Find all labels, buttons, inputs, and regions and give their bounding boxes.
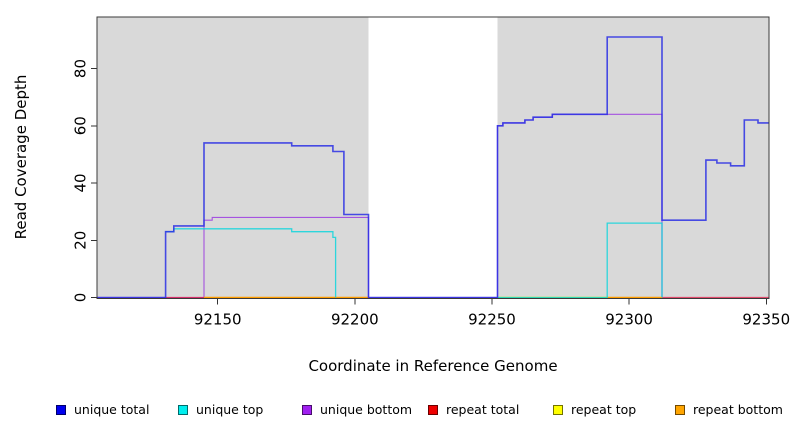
series-line-unique-total: [97, 36, 769, 299]
coverage-gap-band: [368, 17, 498, 299]
x-tick-label: 92350: [742, 311, 790, 329]
legend-swatch-unique-bottom: [302, 404, 312, 415]
legend-label: unique top: [196, 402, 264, 417]
legend-swatch-repeat-total: [428, 404, 438, 415]
x-tick-label: 92300: [605, 311, 653, 329]
legend-item-unique-bottom: unique bottom: [302, 402, 412, 417]
x-axis-title: Coordinate in Reference Genome: [308, 357, 558, 375]
legend-label: unique total: [74, 402, 150, 417]
legend-item-repeat-bottom: repeat bottom: [675, 402, 783, 417]
legend-item-repeat-total: repeat total: [428, 402, 519, 417]
x-tick-label: 92150: [194, 311, 242, 329]
series-line-unique-top: [497, 222, 663, 299]
legend-label: repeat top: [571, 402, 637, 417]
legend-item-unique-top: unique top: [178, 402, 263, 417]
plot-box: [96, 16, 770, 299]
plot-canvas: 92150 92200 92250 92300 92350 0 20 40 60 80: [72, 16, 790, 329]
x-tick-label: 92250: [468, 311, 516, 329]
legend-label: repeat total: [446, 402, 520, 417]
legend-item-repeat-top: repeat top: [553, 402, 636, 417]
legend-label: repeat bottom: [693, 402, 783, 417]
y-tick-label: 40: [72, 173, 90, 192]
x-tick-label: 92200: [331, 311, 379, 329]
legend-label: unique bottom: [320, 402, 413, 417]
y-tick-label: 0: [72, 293, 90, 303]
y-axis-title: Read Coverage Depth: [12, 74, 30, 240]
legend-swatch-repeat-top: [553, 404, 563, 415]
y-tick-label: 20: [72, 231, 90, 250]
legend-swatch-unique-total: [56, 404, 66, 415]
legend-swatch-repeat-bottom: [675, 404, 685, 415]
legend-swatch-unique-top: [178, 404, 188, 415]
y-tick-label: 80: [72, 59, 90, 78]
y-tick-label: 60: [72, 116, 90, 135]
legend-item-unique-total: unique total: [56, 402, 149, 417]
